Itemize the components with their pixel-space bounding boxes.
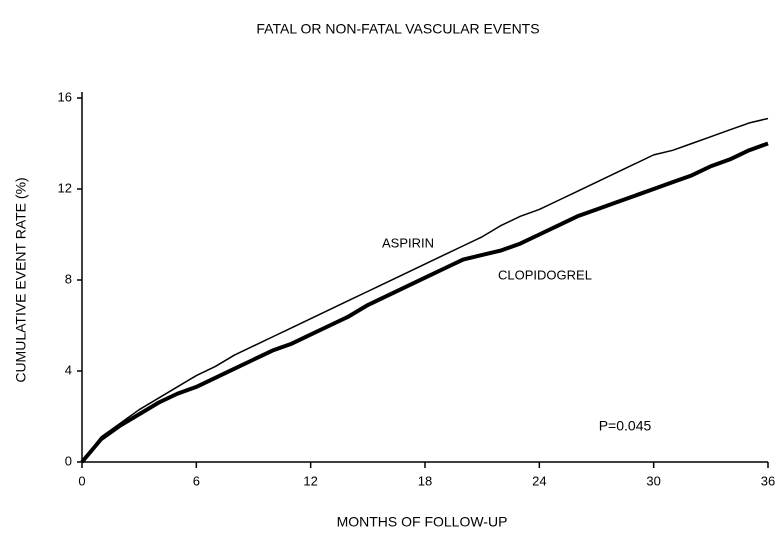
series-line [80,141,769,464]
x-tick-label: 24 [532,473,546,488]
series-label: CLOPIDOGREL [498,267,592,282]
y-tick-label: 12 [58,180,72,195]
x-axis-label: MONTHS OF FOLLOW-UP [337,514,508,530]
series-line [81,117,769,463]
y-tick-label: 16 [58,89,72,104]
x-tick-label: 30 [646,473,660,488]
y-tick-label: 0 [65,453,72,468]
x-tick-label: 18 [418,473,432,488]
x-tick-label: 0 [78,473,85,488]
y-axis-label: CUMULATIVE EVENT RATE (%) [13,177,29,382]
annotation: P=0.045 [599,418,652,434]
x-tick-label: 36 [761,473,775,488]
y-tick-label: 4 [65,362,72,377]
x-tick-label: 6 [193,473,200,488]
y-tick-label: 8 [65,271,72,286]
chart-title: FATAL OR NON-FATAL VASCULAR EVENTS [256,21,539,37]
series-label: ASPIRIN [382,235,434,250]
x-tick-label: 12 [303,473,317,488]
